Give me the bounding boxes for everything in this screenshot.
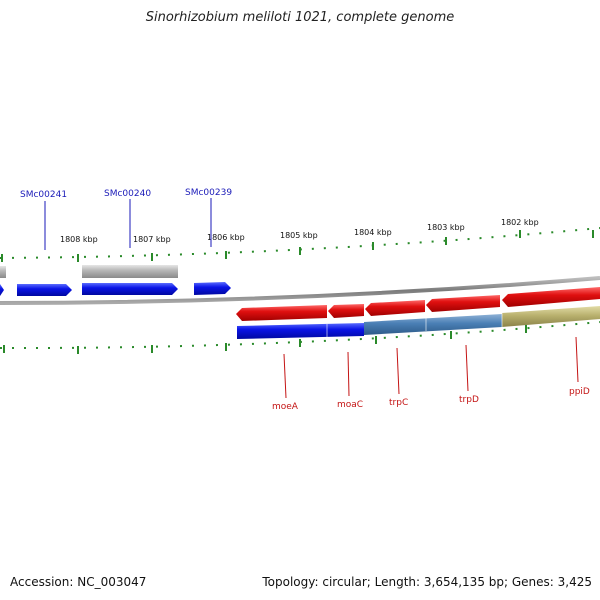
reverse-strand-genes <box>236 287 600 321</box>
gene-arrow[interactable] <box>236 305 327 321</box>
gene-arrow[interactable] <box>328 304 364 318</box>
band-segment-blue <box>237 323 364 339</box>
gene-label-ppid[interactable]: ppiD <box>569 387 590 397</box>
gene-label-smc00240[interactable]: SMc00240 <box>104 189 151 199</box>
gene-category-band <box>237 306 600 339</box>
band-segment-khaki <box>502 306 600 327</box>
gene-label-trpc[interactable]: trpC <box>389 398 408 408</box>
genome-summary-text: Topology: circular; Length: 3,654,135 bp… <box>262 575 592 589</box>
bottom-gene-labels: moeA moaC trpC trpD ppiD <box>272 336 590 412</box>
kbp-label: 1805 kbp <box>280 231 318 240</box>
gene-arrow[interactable] <box>194 282 231 295</box>
gene-label-smc00239[interactable]: SMc00239 <box>185 188 232 198</box>
gene-label-trpd[interactable]: trpD <box>459 395 479 405</box>
kbp-label: 1807 kbp <box>133 235 171 244</box>
gene-arrow[interactable] <box>502 287 600 307</box>
gene-label-smc00241[interactable]: SMc00241 <box>20 190 67 200</box>
genome-backbone <box>0 276 600 305</box>
gene-arrow[interactable] <box>426 295 500 312</box>
accession-text: Accession: NC_003047 <box>10 575 147 589</box>
kbp-label: 1808 kbp <box>60 235 98 244</box>
gene-arrow[interactable] <box>0 284 4 296</box>
pseudo-gene[interactable] <box>0 266 6 278</box>
top-gene-labels: SMc00241 SMc00240 SMc00239 <box>20 188 232 250</box>
kbp-label: 1802 kbp <box>501 218 539 227</box>
forward-strand-genes <box>0 282 231 296</box>
genome-title: Sinorhizobium meliloti 1021, complete ge… <box>145 10 455 25</box>
tick-marks-major-lower <box>3 325 527 354</box>
band-segment-steel <box>364 314 502 335</box>
kbp-label: 1806 kbp <box>207 233 245 242</box>
kbp-scale-labels: 1808 kbp 1807 kbp 1806 kbp 1805 kbp 1804… <box>60 218 539 244</box>
kbp-label: 1804 kbp <box>354 228 392 237</box>
pseudo-gene[interactable] <box>82 265 178 278</box>
gene-arrow[interactable] <box>17 284 72 296</box>
tick-marks-major-upper <box>1 230 594 262</box>
pseudo-genes <box>0 265 178 278</box>
gene-label-moea[interactable]: moeA <box>272 402 299 412</box>
kbp-label: 1803 kbp <box>427 223 465 232</box>
gene-arrow[interactable] <box>82 283 178 295</box>
gene-arrow[interactable] <box>365 300 425 316</box>
gene-label-moac[interactable]: moaC <box>337 400 363 410</box>
